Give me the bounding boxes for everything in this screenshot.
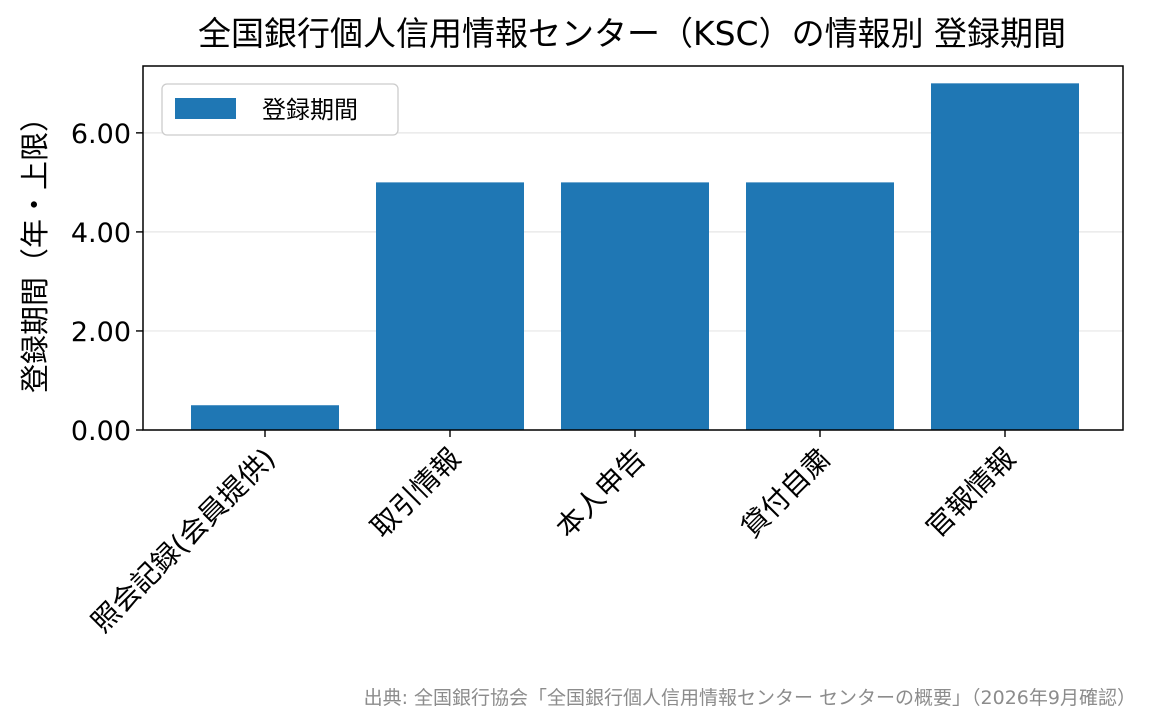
y-tick-label: 0.00 <box>71 416 131 447</box>
y-tick-label: 4.00 <box>71 218 131 249</box>
x-tick-label: 取引情報 <box>364 442 467 545</box>
legend-label: 登録期間 <box>262 96 358 124</box>
chart-title: 全国銀行個人信用情報センター（KSC）の情報別 登録期間 <box>198 14 1066 53</box>
legend-swatch <box>175 98 236 119</box>
bar <box>746 182 894 430</box>
bars <box>191 83 1079 430</box>
plot-frame <box>142 65 1124 431</box>
x-tick-label: 照会記録(会員提供) <box>85 442 282 639</box>
legend-box <box>161 83 399 136</box>
bar <box>191 405 339 430</box>
x-tick-label: 官報情報 <box>919 442 1022 545</box>
y-tick-label: 2.00 <box>71 317 131 348</box>
x-tick-label: 貸付自粛 <box>734 442 837 545</box>
source-note: 出典: 全国銀行協会「全国銀行個人信用情報センター センターの概要」（2026年… <box>364 687 1136 709</box>
x-tick-label: 本人申告 <box>549 442 652 545</box>
y-axis-label: 登録期間（年・上限） <box>18 103 52 393</box>
y-tick-label: 6.00 <box>71 119 131 150</box>
legend: 登録期間 <box>161 83 399 136</box>
bar <box>561 182 709 430</box>
bar <box>931 83 1079 430</box>
bar <box>376 182 524 430</box>
y-axis: 0.00 2.00 4.00 6.00 <box>71 119 143 447</box>
x-axis: 照会記録(会員提供) 取引情報 本人申告 貸付自粛 官報情報 <box>85 430 1022 639</box>
